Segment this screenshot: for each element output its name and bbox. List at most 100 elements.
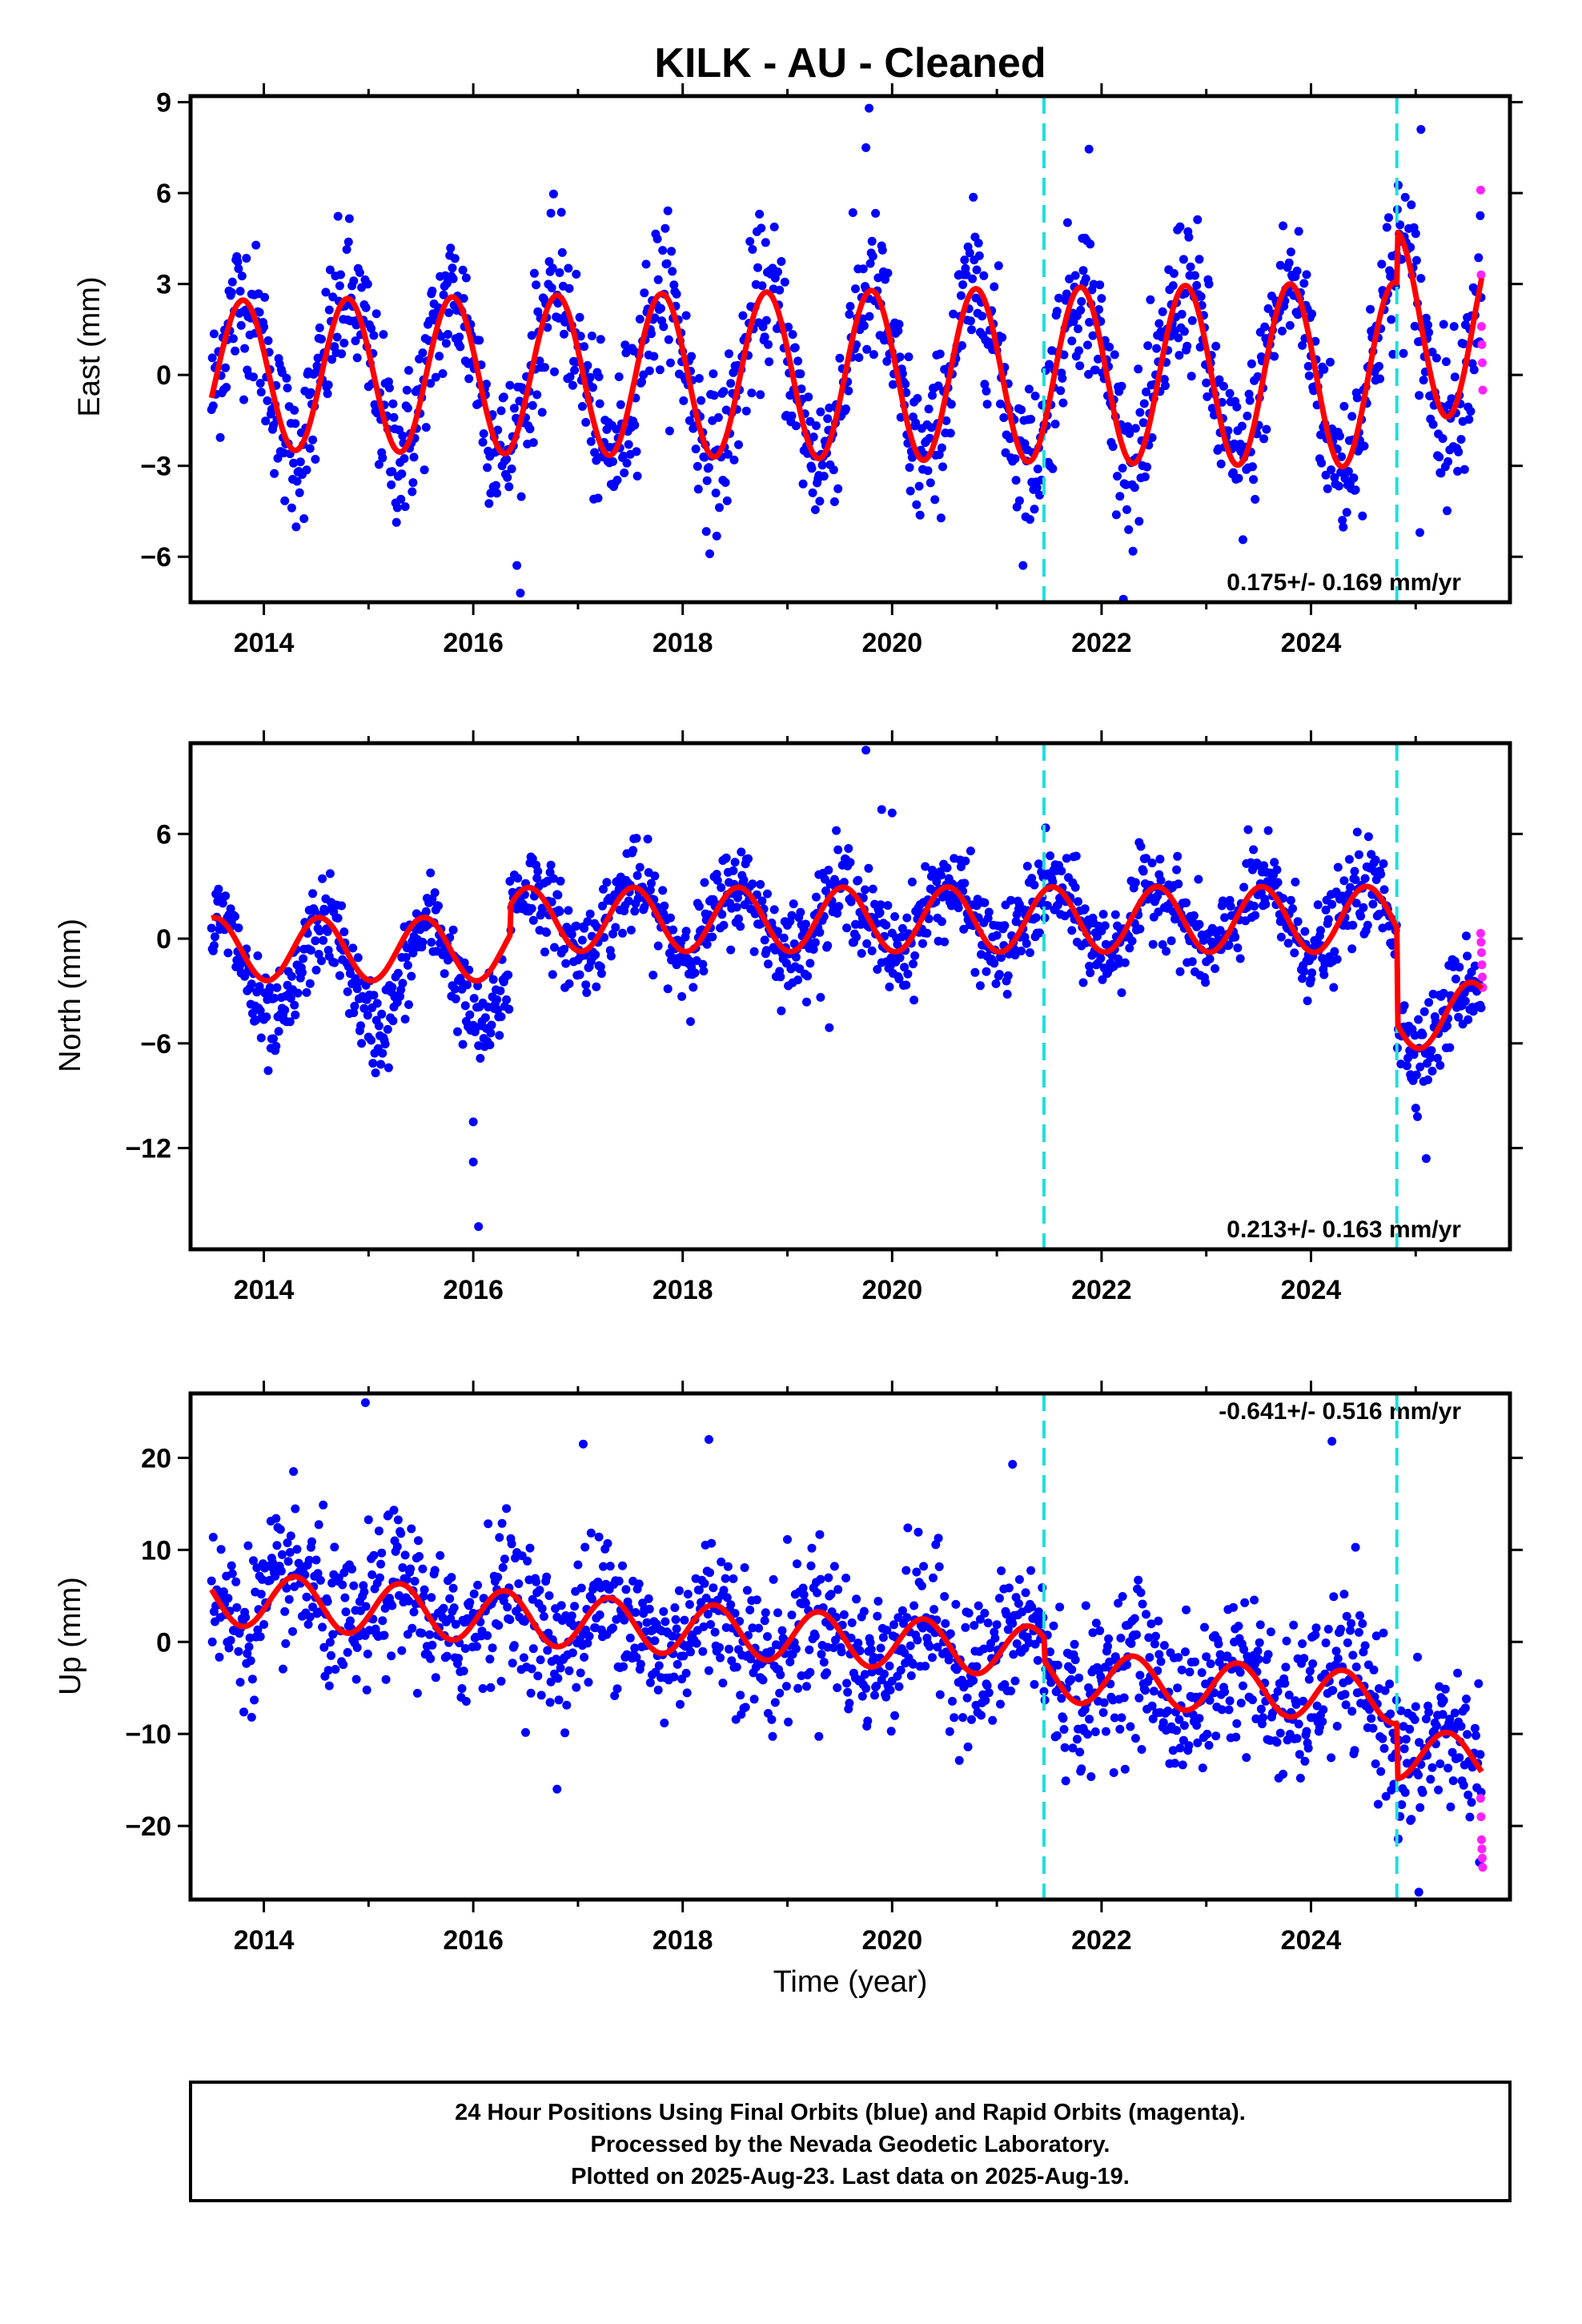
east-point-1076 — [1146, 295, 1155, 304]
east-point-1395 — [1424, 328, 1434, 337]
east-point-1352 — [1387, 315, 1396, 324]
east-point-1311 — [1351, 485, 1360, 495]
up-point-256 — [430, 1566, 440, 1575]
up-point-1013 — [1090, 1727, 1100, 1736]
up-point-1081 — [1150, 1639, 1159, 1649]
east-point-649 — [773, 267, 782, 276]
up-point-978 — [1060, 1743, 1070, 1752]
east-point-1321 — [1359, 441, 1369, 451]
up-point-925 — [1014, 1598, 1023, 1608]
east-point-1035 — [1110, 350, 1119, 360]
east-point-1257 — [1303, 361, 1313, 371]
north-point-431 — [583, 917, 592, 927]
north-point-1412 — [1439, 988, 1448, 998]
north-point-719 — [834, 902, 844, 911]
east-point-1133 — [1195, 343, 1205, 352]
north-point-670 — [791, 952, 801, 962]
north-point-1052 — [1125, 943, 1134, 953]
east-point-981 — [1062, 218, 1072, 227]
north-point-84 — [280, 1005, 290, 1015]
north-point-1416 — [1443, 1021, 1452, 1031]
north-point-293 — [463, 980, 472, 990]
north-rapid-point-2 — [1476, 948, 1486, 958]
up-point-1395 — [1424, 1707, 1434, 1717]
north-point-1094 — [1162, 947, 1171, 956]
east-point-1 — [207, 353, 217, 363]
east-point-889 — [982, 400, 992, 409]
up-point-637 — [763, 1632, 772, 1641]
up-point-573 — [707, 1538, 717, 1548]
east-point-1404 — [1431, 353, 1441, 363]
up-point-763 — [873, 1611, 882, 1621]
east-point-1155 — [1215, 375, 1224, 384]
up-point-137 — [327, 1651, 335, 1660]
up-point-167 — [352, 1642, 362, 1652]
north-point-1405 — [1433, 1053, 1442, 1063]
up-point-219 — [398, 1563, 408, 1572]
up-point-1092 — [1159, 1641, 1169, 1651]
east-point-799 — [904, 352, 913, 362]
up-point-618 — [746, 1655, 756, 1664]
north-point-675 — [796, 907, 805, 917]
east-point-1447 — [1469, 365, 1479, 375]
up-point-280 — [451, 1619, 460, 1629]
up-point-853 — [951, 1599, 961, 1609]
north-point-1277 — [1321, 905, 1331, 915]
east-point-515 — [656, 304, 665, 313]
up-point-198 — [379, 1630, 389, 1640]
north-point-175 — [359, 1003, 369, 1013]
up-point-74 — [271, 1514, 281, 1523]
up-point-534 — [673, 1659, 682, 1669]
east-point-425 — [577, 402, 587, 411]
east-point-755 — [865, 259, 875, 268]
up-point-407 — [562, 1700, 572, 1710]
north-point-1139 — [1201, 978, 1211, 987]
up-point-835 — [935, 1690, 945, 1699]
north-point-991 — [1071, 851, 1081, 861]
north-point-763 — [873, 965, 882, 974]
north-point-219 — [398, 979, 408, 988]
up-point-217 — [396, 1529, 406, 1538]
up-point-1082 — [1151, 1631, 1160, 1641]
up-point-372 — [532, 1577, 541, 1586]
north-point-1344 — [1379, 885, 1389, 895]
north-x-tick-label-2018: 2018 — [652, 1275, 713, 1305]
up-point-179 — [363, 1649, 372, 1659]
east-point-657 — [780, 277, 789, 287]
east-point-706 — [823, 414, 833, 424]
east-point-1443 — [1466, 407, 1476, 416]
north-plot-area — [207, 743, 1488, 1249]
up-point-1151 — [1211, 1731, 1221, 1741]
up-point-1071 — [1142, 1610, 1150, 1619]
east-rapid-point-1 — [1476, 270, 1486, 279]
east-point-1078 — [1147, 433, 1157, 442]
up-point-1063 — [1134, 1693, 1144, 1703]
up-rapid-point-3 — [1477, 1844, 1487, 1854]
up-point-814 — [917, 1581, 926, 1590]
up-point-1265 — [1311, 1630, 1320, 1639]
up-point-1425 — [1450, 1708, 1460, 1718]
up-point-1346 — [1381, 1791, 1391, 1801]
north-point-47 — [247, 1009, 257, 1018]
east-point-788 — [894, 320, 904, 329]
up-point-1158 — [1217, 1705, 1227, 1715]
north-point-775 — [883, 901, 893, 911]
north-point-282 — [453, 1027, 462, 1036]
east-point-1086 — [1154, 319, 1164, 328]
up-point-1255 — [1302, 1727, 1311, 1736]
east-rapid-point-4 — [1477, 358, 1487, 368]
up-point-1175 — [1232, 1719, 1242, 1728]
north-point-63 — [262, 1012, 271, 1022]
north-point-831 — [932, 877, 942, 887]
up-point-89 — [284, 1594, 294, 1604]
east-point-775 — [883, 268, 893, 278]
east-point-800 — [905, 463, 914, 472]
north-point-1124 — [1187, 957, 1197, 967]
up-final-orbit-points — [207, 1397, 1486, 1897]
north-point-373 — [532, 874, 542, 883]
north-point-1108 — [1174, 879, 1183, 889]
up-point-1211 — [1263, 1650, 1273, 1659]
north-point-1395 — [1424, 998, 1434, 1007]
up-point-91 — [286, 1531, 295, 1541]
up-point-533 — [672, 1624, 681, 1634]
